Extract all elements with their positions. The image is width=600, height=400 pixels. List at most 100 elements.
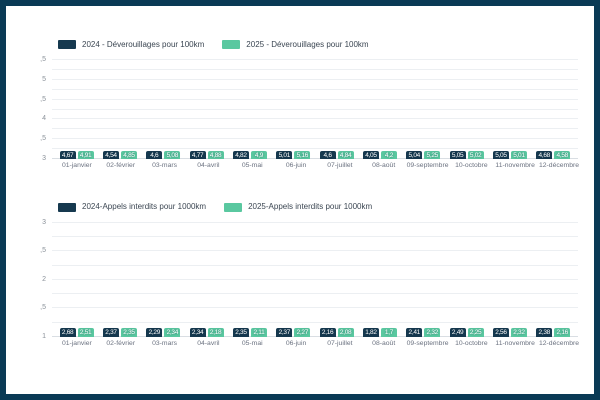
- bar-value-label: 1,7: [384, 329, 394, 337]
- bar-2025-02-février[interactable]: 2,35: [120, 328, 137, 337]
- bar-2025-09-septembre[interactable]: 5,25: [424, 150, 441, 159]
- bar-2024-12-décembre[interactable]: 2,38: [536, 328, 553, 337]
- gridline: [52, 98, 578, 100]
- bar-2024-02-février[interactable]: 2,37: [102, 328, 119, 337]
- bar-value-label: 4,58: [556, 151, 569, 159]
- x-axis-label: 02-février: [106, 162, 136, 169]
- x-label-cell: 05-mai: [235, 162, 269, 170]
- bar-2024-07-juillet[interactable]: 4,6: [319, 150, 336, 159]
- legend-label: 2025 - Déverouillages pour 100km: [246, 39, 369, 49]
- y-tick-label: 5: [42, 75, 46, 83]
- bar-2024-10-octobre[interactable]: 2,49: [449, 328, 466, 337]
- bar-value-label: 4,6: [323, 151, 332, 159]
- bar-2025-04-avril[interactable]: 4,88: [207, 150, 224, 159]
- gridline: [52, 236, 578, 238]
- bar-2024-11-novembre[interactable]: 2,56: [492, 328, 509, 337]
- legend-swatch-icon: [58, 40, 76, 49]
- bar-value-label: 2,37: [278, 329, 291, 337]
- bar-2025-06-juin[interactable]: 2,27: [294, 328, 311, 337]
- x-axis-label: 07-juillet: [327, 339, 353, 347]
- bar-2024-06-juin[interactable]: 2,37: [276, 328, 293, 337]
- bars-layer: 4,67 4,91 4,54 4,85 4,6 5,08 4,77 4,88 4,82 4,9 5,…: [52, 60, 578, 159]
- bar-value-label: 4,88: [209, 151, 222, 159]
- bar-2025-10-octobre[interactable]: 5,02: [467, 150, 484, 159]
- bar-2025-05-mai[interactable]: 4,9: [250, 150, 267, 159]
- x-label-cell: 01-janvier: [60, 162, 94, 170]
- bar-2024-09-septembre[interactable]: 2,41: [406, 328, 423, 337]
- x-axis-label: 03-mars: [152, 162, 178, 169]
- bar-2025-05-mai[interactable]: 2,11: [250, 328, 267, 337]
- x-label-cell: 08-août: [367, 162, 401, 170]
- bar-2024-06-juin[interactable]: 5,01: [276, 150, 293, 159]
- legend-label: 2024-Appels interdits pour 1000km: [82, 202, 207, 212]
- bar-2024-04-avril[interactable]: 4,77: [189, 150, 206, 159]
- x-label-cell: 11-novembre: [495, 162, 535, 170]
- bar-2024-11-novembre[interactable]: 5,05: [492, 150, 509, 159]
- bar-value-label: 2,32: [426, 329, 439, 337]
- legend-item-2024[interactable]: 2024-Appels interdits pour 1000km: [58, 202, 207, 212]
- bar-2024-08-août[interactable]: 1,82: [362, 328, 379, 337]
- bar-2025-02-février[interactable]: 4,85: [120, 150, 137, 159]
- bar-2025-07-juillet[interactable]: 4,84: [337, 150, 354, 159]
- legend-item-2024[interactable]: 2024 - Déverouillages pour 100km: [58, 40, 204, 49]
- bar-2025-08-août[interactable]: 1,7: [380, 328, 397, 337]
- bar-value-label: 5,05: [495, 151, 507, 159]
- bar-2025-09-septembre[interactable]: 2,32: [424, 328, 441, 337]
- x-axis-label: 02-février: [106, 339, 136, 347]
- bar-value-label: 2,51: [79, 329, 92, 337]
- bar-2024-08-août[interactable]: 4,05: [362, 150, 379, 159]
- bar-2024-12-décembre[interactable]: 4,68: [536, 150, 553, 159]
- bar-2024-05-mai[interactable]: 4,82: [232, 150, 249, 159]
- bar-value-label: 5,25: [426, 151, 439, 159]
- bar-2024-09-septembre[interactable]: 5,04: [406, 150, 423, 159]
- x-label-cell: 03-mars: [148, 340, 182, 348]
- bar-2025-01-janvier[interactable]: 2,51: [77, 328, 94, 337]
- bar-2025-12-décembre[interactable]: 2,16: [554, 328, 571, 337]
- bar-group-03-mars: 4,6 5,08: [146, 150, 181, 159]
- plot-area-appels-interdits: 3,5 2,5 1 2,68 2,51 2,37 2,35 2,29 2,34 2,34 2,18 2…: [40, 219, 578, 340]
- bar-2024-03-mars[interactable]: 4,6: [146, 150, 163, 159]
- bar-value-label: 4,9: [254, 151, 264, 159]
- x-label-cell: 09-septembre: [407, 162, 449, 170]
- bar-2024-01-janvier[interactable]: 4,67: [59, 150, 76, 159]
- x-label-cell: 11-novembre: [495, 340, 535, 348]
- bar-2025-12-décembre[interactable]: 4,58: [554, 150, 571, 159]
- legend-appels-interdits: 2024-Appels interdits pour 1000km 2025-Ap…: [58, 202, 594, 212]
- bar-group-09-septembre: 5,04 5,25: [406, 150, 441, 159]
- bar-2025-11-novembre[interactable]: 5,01: [510, 150, 527, 159]
- bar-value-label: 5,04: [408, 151, 421, 159]
- bar-group-07-juillet: 4,6 4,84: [319, 150, 354, 159]
- bar-2024-10-octobre[interactable]: 5,05: [449, 150, 466, 159]
- bar-2025-03-mars[interactable]: 2,34: [164, 328, 181, 337]
- bar-2025-01-janvier[interactable]: 4,91: [77, 150, 94, 159]
- bar-2025-07-juillet[interactable]: 2,08: [337, 328, 354, 337]
- bar-2024-02-février[interactable]: 4,54: [102, 150, 119, 159]
- bars-layer: 2,68 2,51 2,37 2,35 2,29 2,34 2,34 2,18 2,35 2,11…: [52, 223, 578, 337]
- bar-2025-08-août[interactable]: 4,2: [380, 150, 397, 159]
- bar-2025-10-octobre[interactable]: 2,25: [467, 328, 484, 337]
- bar-2025-03-mars[interactable]: 5,08: [164, 150, 181, 159]
- bar-2024-07-juillet[interactable]: 2,16: [319, 328, 336, 337]
- bar-2025-11-novembre[interactable]: 2,32: [510, 328, 527, 337]
- bar-2024-03-mars[interactable]: 2,29: [146, 328, 163, 337]
- bar-value-label: 1,82: [365, 329, 377, 337]
- bar-value-label: 2,56: [495, 329, 507, 337]
- y-tick-label: 4: [42, 115, 46, 123]
- bar-2025-06-juin[interactable]: 5,16: [294, 150, 311, 159]
- dashboard-page: 2024 - Déverouillages pour 100km 2025 - D…: [6, 6, 594, 348]
- bar-2024-05-mai[interactable]: 2,35: [232, 328, 249, 337]
- gridline: [52, 221, 578, 223]
- bar-2024-01-janvier[interactable]: 2,68: [59, 328, 76, 337]
- bar-value-label: 2,34: [166, 329, 179, 337]
- legend-item-2025[interactable]: 2025-Appels interdits pour 1000km: [224, 202, 372, 212]
- bar-value-label: 2,34: [191, 329, 204, 337]
- bar-2025-04-avril[interactable]: 2,18: [207, 328, 224, 337]
- x-label-cell: 07-juillet: [323, 339, 357, 348]
- legend-item-2025[interactable]: 2025 - Déverouillages pour 100km: [222, 39, 369, 49]
- bar-group-05-mai: 4,82 4,9: [232, 150, 267, 159]
- gridline: [52, 88, 578, 90]
- bar-value-label: 5,02: [469, 151, 482, 159]
- bar-group-08-août: 4,05 4,2: [362, 150, 397, 159]
- bar-2024-04-avril[interactable]: 2,34: [189, 328, 206, 337]
- x-axis-label: 10-octobre: [455, 162, 488, 169]
